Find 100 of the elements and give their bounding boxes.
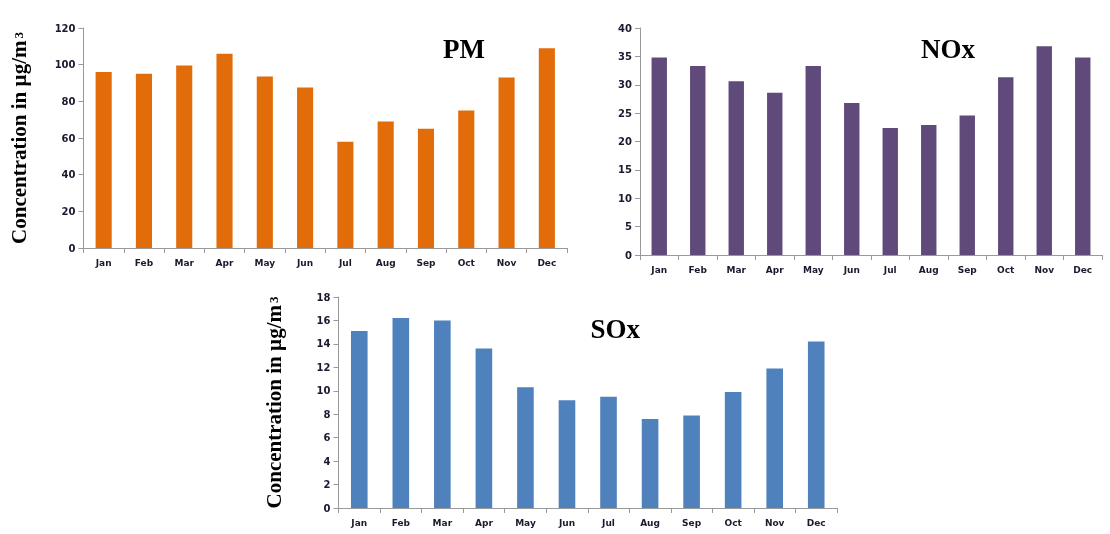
bar [728, 81, 744, 255]
x-tick-label: Sep [957, 264, 978, 275]
bar [651, 57, 667, 255]
chart-title: PM [443, 33, 486, 64]
bar [724, 391, 742, 508]
bar [959, 115, 975, 255]
x-tick-label: Jan [650, 264, 668, 275]
bar [807, 341, 825, 508]
bar [377, 121, 394, 248]
x-tick-label: Jul [337, 257, 352, 268]
x-tick-label: Aug [640, 517, 660, 528]
y-tick-label: 15 [618, 164, 633, 176]
bar [558, 400, 576, 508]
y-tick-label: 80 [61, 95, 76, 107]
y-tick-label: 4 [323, 455, 331, 467]
x-tick-label: Dec [806, 517, 826, 528]
y-tick-label: 35 [618, 50, 633, 62]
bar [1075, 57, 1091, 255]
bar [998, 77, 1014, 255]
x-tick-label: Mar [432, 517, 453, 528]
bar [641, 418, 659, 508]
x-tick-label: Jun [296, 257, 314, 268]
x-tick-label: Mar [174, 257, 195, 268]
x-tick-label: Feb [391, 517, 411, 528]
y-tick-label: 5 [625, 221, 633, 233]
y-tick-label: 25 [618, 107, 633, 119]
bar [434, 320, 451, 508]
y-axis-title: Concentration in µg/m3 [261, 296, 286, 509]
bar [690, 66, 706, 255]
bar [135, 73, 152, 248]
x-tick-label: Apr [474, 517, 494, 528]
y-tick-label: 120 [54, 22, 76, 34]
y-tick-label: 6 [323, 432, 331, 444]
bar [600, 396, 617, 508]
x-tick-label: Jan [94, 257, 112, 268]
bar [683, 415, 700, 508]
y-tick-label: 14 [316, 338, 331, 350]
bar [95, 72, 112, 248]
x-tick-label: Nov [496, 257, 517, 268]
y-tick-label: 12 [316, 361, 331, 373]
x-tick-label: Sep [416, 257, 437, 268]
x-tick-label: Jul [601, 517, 615, 528]
bar [458, 110, 475, 248]
bar [216, 53, 233, 248]
x-tick-label: Nov [764, 517, 785, 528]
y-tick-label: 20 [618, 136, 633, 147]
x-tick-label: Dec [537, 257, 557, 268]
y-tick-label: 18 [316, 291, 331, 303]
x-tick-label: Feb [688, 264, 708, 275]
x-tick-label: Jun [842, 264, 860, 275]
y-tick-label: 16 [316, 314, 331, 326]
bar [498, 77, 515, 248]
bar [882, 127, 898, 255]
bar [766, 368, 783, 508]
y-tick-label: 40 [61, 169, 76, 181]
bar [392, 318, 410, 508]
x-tick-label: Feb [134, 257, 154, 268]
x-tick-label: Oct [457, 257, 476, 268]
x-tick-label: May [802, 264, 824, 275]
x-tick-label: Jan [350, 517, 368, 528]
bar [1036, 46, 1052, 255]
bar [844, 102, 860, 255]
x-tick-label: Oct [724, 517, 743, 528]
bar [350, 330, 368, 508]
y-tick-label: 40 [618, 22, 633, 34]
x-tick-label: Jul [882, 264, 897, 275]
bar [337, 141, 354, 248]
y-tick-label: 30 [618, 79, 633, 91]
x-tick-label: Nov [1034, 264, 1055, 275]
x-tick-label: Jun [557, 517, 576, 528]
x-tick-label: Apr [765, 264, 785, 275]
y-tick-label: 100 [54, 59, 76, 71]
y-tick-label: 8 [323, 408, 331, 420]
y-tick-label: 20 [61, 205, 76, 217]
x-tick-label: May [254, 257, 276, 268]
bar [767, 92, 783, 255]
x-tick-label: Aug [375, 257, 396, 268]
bar [475, 348, 493, 508]
y-tick-label: 10 [618, 192, 633, 204]
text: SOx [590, 313, 641, 344]
x-tick-label: Mar [726, 264, 747, 275]
y-tick-label: 2 [323, 479, 331, 491]
y-tick-label: 0 [625, 249, 633, 261]
bar [297, 87, 314, 248]
x-tick-label: Oct [997, 264, 1016, 275]
x-tick-label: Aug [918, 264, 939, 275]
bar [538, 48, 555, 248]
bar [417, 128, 435, 248]
y-axis-title: Concentration in µg/m3 [6, 31, 31, 244]
x-tick-label: May [515, 517, 536, 528]
y-tick-label: 10 [316, 385, 331, 397]
bar [805, 66, 821, 255]
x-tick-label: Apr [215, 257, 234, 268]
bar [517, 387, 534, 508]
bar [256, 76, 273, 248]
x-tick-label: Sep [682, 517, 702, 528]
bar [176, 65, 193, 248]
y-tick-label: 60 [61, 132, 76, 144]
bar [921, 125, 937, 255]
chart-title: NOx [921, 33, 976, 64]
